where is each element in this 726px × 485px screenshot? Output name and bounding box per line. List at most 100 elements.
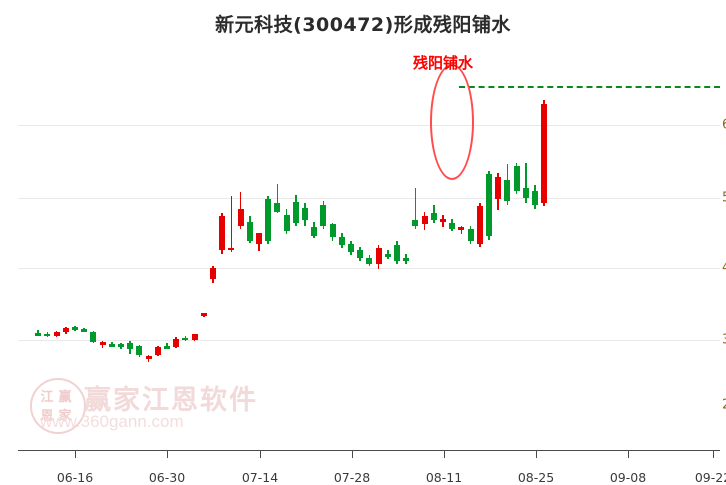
candlestick-body (62, 328, 69, 332)
candlestick-bar (532, 45, 538, 450)
candlestick-body (35, 332, 42, 336)
candlestick-body (384, 253, 391, 257)
candlestick-bar (467, 45, 474, 450)
candlestick-bar (430, 45, 437, 450)
candlestick-bar (403, 45, 410, 450)
gridline-4 (18, 268, 720, 269)
candlestick-wick (166, 343, 168, 349)
candlestick-bar (219, 45, 226, 450)
candlestick-body (44, 333, 51, 337)
candlestick-body (357, 249, 364, 258)
candlestick-body (476, 206, 483, 244)
candlestick-body (237, 209, 244, 226)
candlestick-bar (164, 45, 170, 450)
candlestick-wick (111, 342, 113, 346)
watermark-seal-char-1: 赢 (58, 390, 72, 405)
candlestick-bar (72, 45, 78, 450)
candlestick-body (53, 331, 60, 336)
candlestick-body (256, 232, 262, 244)
candlestick-body (522, 188, 529, 198)
candlestick-body (136, 346, 143, 356)
candlestick-body (164, 346, 170, 349)
x-axis-label-08-11: 08-11 (425, 470, 463, 485)
y-axis-label-3: 3 (722, 333, 726, 348)
candlestick-body (329, 224, 336, 237)
candlestick-bar (145, 45, 152, 450)
candlestick-wick (37, 330, 39, 335)
candlestick-bar (210, 45, 216, 450)
candlestick-body (265, 199, 272, 242)
x-axis-tick-09-08 (628, 451, 629, 458)
candlestick-bar (366, 45, 373, 450)
watermark-seal-char-0: 江 (40, 390, 54, 405)
candlestick-body (118, 344, 124, 347)
gridline-5 (18, 198, 720, 199)
candlestick-body (338, 237, 345, 246)
x-axis-line (18, 450, 720, 451)
candlestick-body (283, 214, 290, 232)
candlestick-body (513, 165, 520, 191)
candlestick-bar (53, 45, 60, 450)
candlestick-bar (412, 45, 419, 450)
candlestick-wick (276, 183, 279, 214)
candlestick-body (412, 220, 419, 226)
candlestick-body (440, 218, 446, 222)
candlestick-plot-area[interactable]: 06-16 06-30 07-14 07-28 08-11 08-25 09-08 09-22… (18, 45, 726, 485)
candlestick-wick (525, 162, 527, 204)
candlestick-body (403, 258, 410, 261)
candlestick-bar (191, 45, 198, 450)
candlestick-bar (394, 45, 400, 450)
candlestick-bar (99, 45, 106, 450)
candlestick-body (90, 331, 97, 342)
y-axis-label-2: 2 (722, 398, 726, 413)
candlestick-bar (449, 45, 456, 450)
candlestick-body (191, 334, 198, 340)
candlestick-bar (237, 45, 244, 450)
candlestick-bar (329, 45, 336, 450)
x-axis-label-06-30: 06-30 (148, 470, 186, 485)
candlestick-bar (486, 45, 492, 450)
candlestick-body (274, 203, 281, 212)
candlestick-bar (200, 45, 207, 450)
candlestick-body (219, 216, 226, 250)
candlestick-bar (320, 45, 327, 450)
candlestick-bar (283, 45, 290, 450)
candlestick-bar (541, 45, 548, 450)
candlestick-bar (504, 45, 511, 450)
y-axis-label-5: 5 (722, 191, 726, 206)
x-axis-label-06-16: 06-16 (56, 470, 94, 485)
candlestick-body (127, 343, 134, 349)
candlestick-bar (292, 45, 299, 450)
watermark-url: www.360gann.com (40, 412, 184, 431)
candlestick-body (486, 174, 492, 236)
x-axis-tick-06-30 (167, 451, 168, 458)
candlestick-body (108, 344, 115, 347)
candlestick-body (99, 342, 106, 345)
y-axis-label-4: 4 (722, 261, 726, 276)
candlestick-body (311, 227, 318, 236)
candlestick-bar (357, 45, 364, 450)
gridline-3 (18, 340, 720, 341)
x-axis-tick-08-11 (444, 451, 445, 458)
candlestick-body (467, 228, 474, 242)
candlestick-bar (495, 45, 502, 450)
x-axis-tick-09-22 (713, 451, 714, 458)
candlestick-bar (338, 45, 345, 450)
candlestick-bar (182, 45, 189, 450)
page-title: 新元科技(300472)形成残阳铺水 (215, 14, 511, 36)
x-axis-label-08-25: 08-25 (517, 470, 555, 485)
candlestick-body (541, 104, 548, 204)
candlestick-bar (118, 45, 124, 450)
x-axis-tick-08-25 (536, 451, 537, 458)
candlestick-body (154, 346, 161, 355)
candlestick-body (366, 258, 373, 264)
candlestick-body (302, 207, 308, 221)
candlestick-body (421, 216, 428, 225)
candlestick-bar (44, 45, 51, 450)
candlestick-bar (384, 45, 391, 450)
candlestick-body (449, 223, 456, 229)
x-axis-label-09-22: 09-22 (694, 470, 726, 485)
pattern-highlight-ellipse (430, 64, 474, 180)
candlestick-body (246, 221, 253, 242)
x-axis-label-07-28: 07-28 (333, 470, 371, 485)
